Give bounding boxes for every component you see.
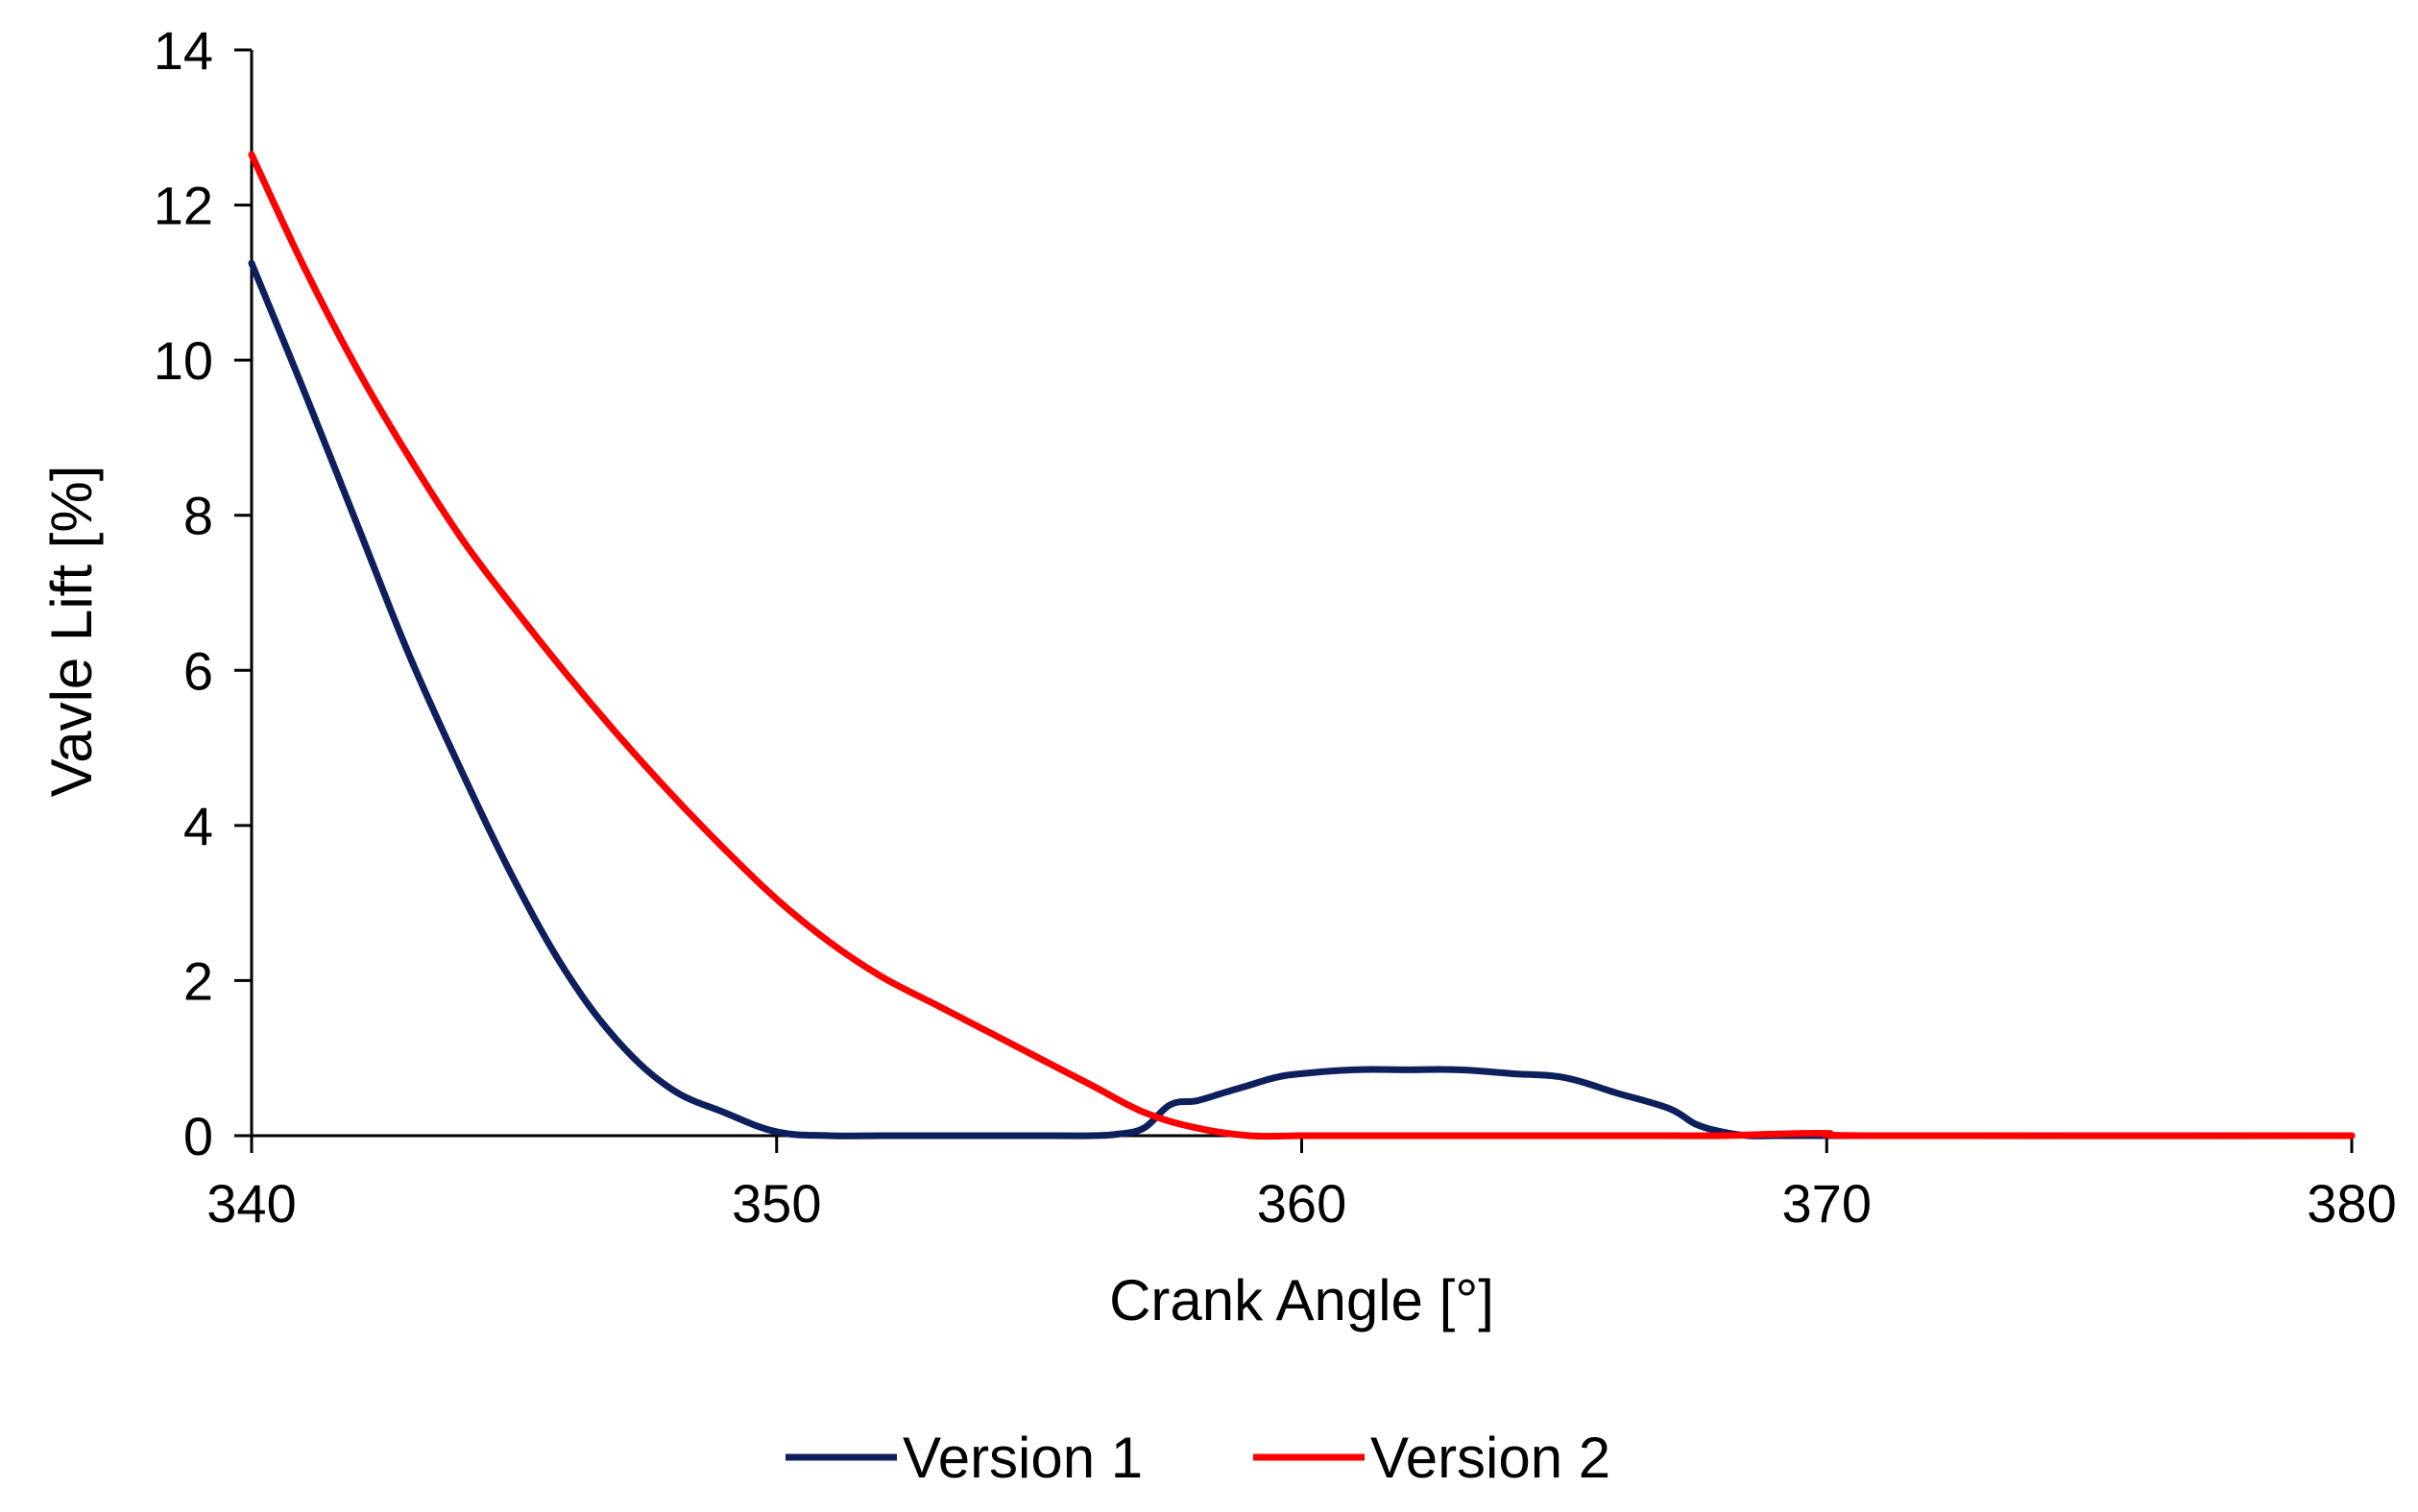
y-tick-label: 6 <box>183 640 213 701</box>
y-axis-title: Vavle Lift [%] <box>39 466 104 798</box>
x-tick-label: 340 <box>206 1173 296 1234</box>
legend-label: Version 1 <box>903 1426 1143 1490</box>
x-tick-label: 350 <box>732 1173 821 1234</box>
y-tick-label: 0 <box>183 1106 213 1166</box>
series-layer <box>248 151 2356 1140</box>
y-tick-label: 14 <box>154 20 213 81</box>
series-line-1 <box>248 259 2356 1140</box>
series-line-2 <box>248 151 2356 1140</box>
y-tick-label: 12 <box>154 176 213 236</box>
y-tick-label: 8 <box>183 486 213 546</box>
y-tick-label: 10 <box>154 330 213 391</box>
legend-item-1: Version 1 <box>786 1426 1143 1490</box>
x-tick-label: 380 <box>2307 1173 2396 1234</box>
y-tick-label: 4 <box>183 796 213 856</box>
axes: 0 2 4 6 8 10 12 14 340 350 360 370 380 <box>154 20 2397 1234</box>
legend-label: Version 2 <box>1370 1426 1610 1490</box>
y-tick-label: 2 <box>183 950 213 1011</box>
legend-item-2: Version 2 <box>1253 1426 1610 1490</box>
x-tick-label: 370 <box>1782 1173 1872 1234</box>
legend: Version 1 Version 2 <box>786 1426 1610 1490</box>
x-tick-label: 360 <box>1257 1173 1346 1234</box>
x-axis-title: Crank Angle [°] <box>1109 1268 1494 1332</box>
